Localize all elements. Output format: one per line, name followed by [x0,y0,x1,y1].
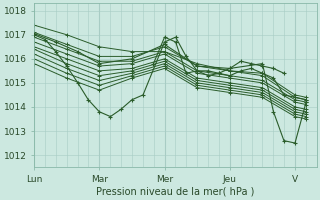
X-axis label: Pression niveau de la mer( hPa ): Pression niveau de la mer( hPa ) [96,187,254,197]
